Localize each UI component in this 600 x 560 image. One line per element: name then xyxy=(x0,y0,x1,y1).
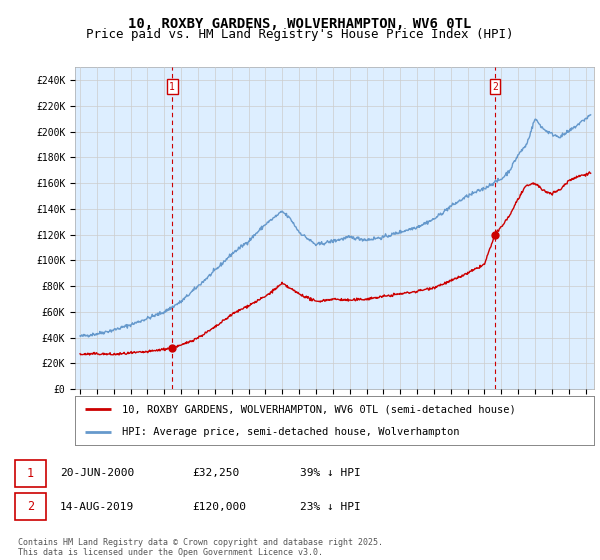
Text: 1: 1 xyxy=(169,82,175,91)
Text: 1: 1 xyxy=(27,466,34,480)
Text: Contains HM Land Registry data © Crown copyright and database right 2025.
This d: Contains HM Land Registry data © Crown c… xyxy=(18,538,383,557)
Text: £32,250: £32,250 xyxy=(192,468,239,478)
Text: 2: 2 xyxy=(492,82,498,91)
Text: 10, ROXBY GARDENS, WOLVERHAMPTON, WV6 0TL (semi-detached house): 10, ROXBY GARDENS, WOLVERHAMPTON, WV6 0T… xyxy=(122,404,515,414)
Text: Price paid vs. HM Land Registry's House Price Index (HPI): Price paid vs. HM Land Registry's House … xyxy=(86,28,514,41)
Text: HPI: Average price, semi-detached house, Wolverhampton: HPI: Average price, semi-detached house,… xyxy=(122,427,459,437)
Text: 23% ↓ HPI: 23% ↓ HPI xyxy=(300,502,361,512)
Text: 20-JUN-2000: 20-JUN-2000 xyxy=(60,468,134,478)
Text: 2: 2 xyxy=(27,500,34,514)
Text: 10, ROXBY GARDENS, WOLVERHAMPTON, WV6 0TL: 10, ROXBY GARDENS, WOLVERHAMPTON, WV6 0T… xyxy=(128,17,472,31)
Text: £120,000: £120,000 xyxy=(192,502,246,512)
Text: 14-AUG-2019: 14-AUG-2019 xyxy=(60,502,134,512)
Text: 39% ↓ HPI: 39% ↓ HPI xyxy=(300,468,361,478)
